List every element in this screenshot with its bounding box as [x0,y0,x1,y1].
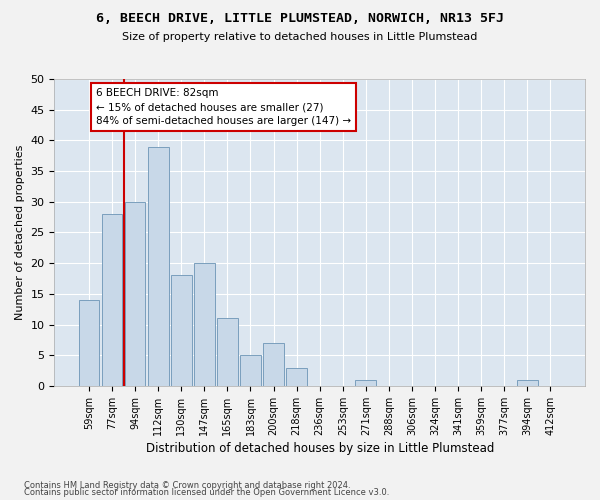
Bar [286,368,307,386]
Y-axis label: Number of detached properties: Number of detached properties [15,145,25,320]
Bar [148,146,169,386]
Text: 6 BEECH DRIVE: 82sqm
← 15% of detached houses are smaller (27)
84% of semi-detac: 6 BEECH DRIVE: 82sqm ← 15% of detached h… [96,88,351,126]
Bar [217,318,238,386]
Bar [517,380,538,386]
Bar [355,380,376,386]
X-axis label: Distribution of detached houses by size in Little Plumstead: Distribution of detached houses by size … [146,442,494,455]
Bar [79,300,99,386]
Bar [194,263,215,386]
Text: Contains HM Land Registry data © Crown copyright and database right 2024.: Contains HM Land Registry data © Crown c… [24,480,350,490]
Bar [125,202,145,386]
Bar [101,214,122,386]
Bar [240,356,261,386]
Bar [171,276,191,386]
Text: Size of property relative to detached houses in Little Plumstead: Size of property relative to detached ho… [122,32,478,42]
Bar [263,343,284,386]
Text: Contains public sector information licensed under the Open Government Licence v3: Contains public sector information licen… [24,488,389,497]
Text: 6, BEECH DRIVE, LITTLE PLUMSTEAD, NORWICH, NR13 5FJ: 6, BEECH DRIVE, LITTLE PLUMSTEAD, NORWIC… [96,12,504,26]
